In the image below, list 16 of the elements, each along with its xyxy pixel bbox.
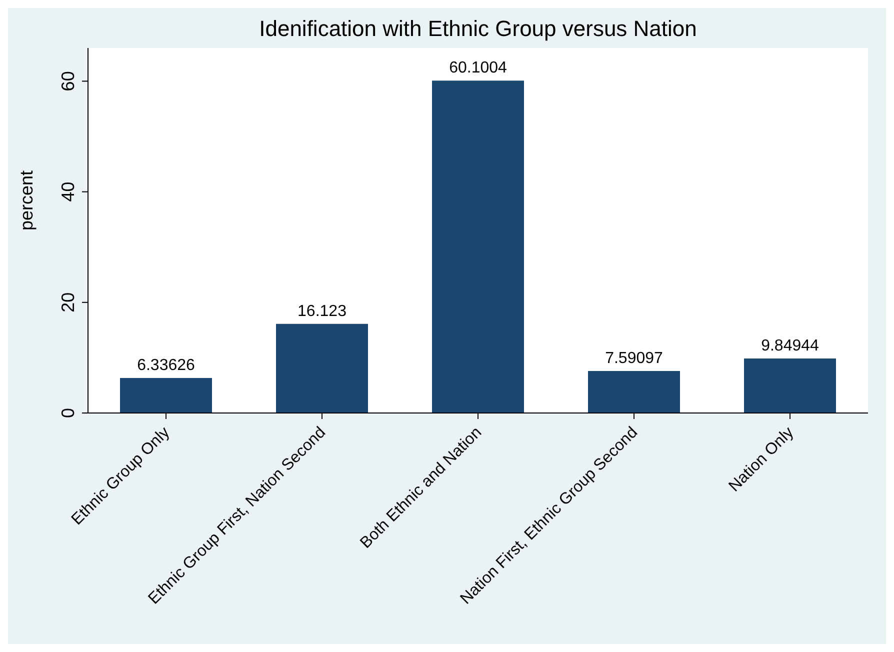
- bar: [120, 378, 212, 413]
- bar: [276, 324, 368, 413]
- data-label: 9.84944: [761, 338, 820, 355]
- y-tick-label: 60: [58, 71, 78, 92]
- data-label: 7.59097: [605, 350, 664, 368]
- chart-title: Idenification with Ethnic Group versus Nation: [258, 16, 698, 42]
- y-tick-label: 40: [58, 182, 78, 202]
- bar: [744, 358, 836, 413]
- bar: [588, 371, 680, 413]
- y-tick-label: 20: [58, 292, 78, 312]
- data-label: 16.123: [298, 302, 347, 320]
- data-label: 60.1004: [449, 60, 508, 77]
- y-axis-title: percent: [16, 170, 36, 230]
- data-label: 6.33626: [137, 356, 196, 374]
- y-tick-label: 0: [58, 408, 78, 418]
- bar: [432, 80, 524, 413]
